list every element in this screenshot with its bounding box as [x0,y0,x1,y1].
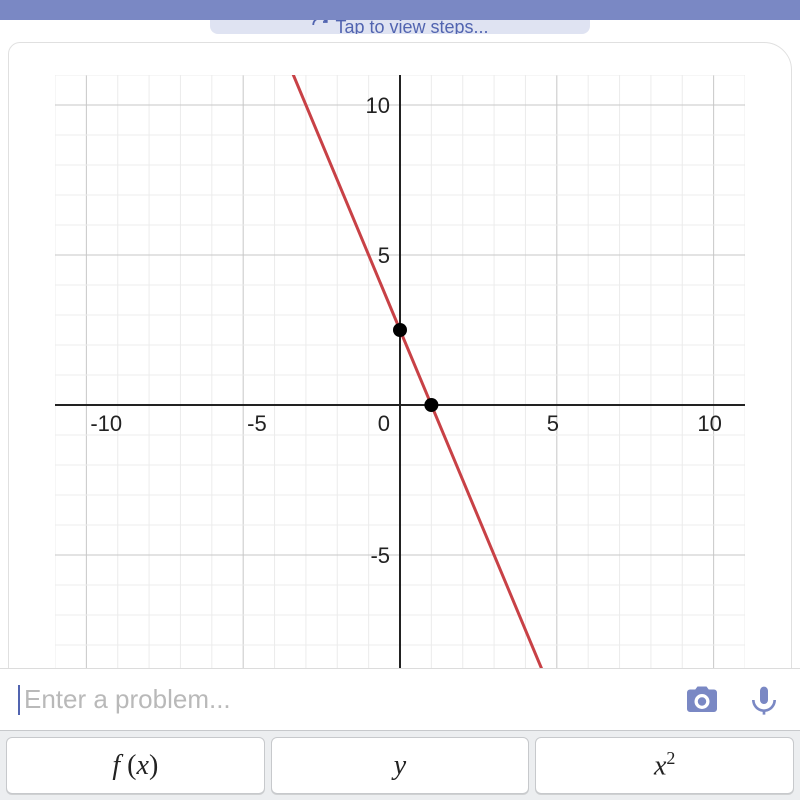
svg-text:10: 10 [697,411,721,436]
svg-text:5: 5 [547,411,559,436]
camera-icon[interactable] [684,682,720,718]
math-keyboard: f (x) y x2 [0,730,800,800]
key-x-squared[interactable]: x2 [535,737,794,794]
graph-card: -10 -5 0 5 10 -5 5 10 [8,42,792,682]
graph-plot[interactable]: -10 -5 0 5 10 -5 5 10 [55,75,745,675]
problem-input[interactable] [24,684,684,715]
text-cursor [18,685,20,715]
svg-text:0: 0 [378,411,390,436]
mic-icon[interactable] [746,682,782,718]
svg-text:-10: -10 [90,411,122,436]
svg-text:5: 5 [378,243,390,268]
key-y[interactable]: y [271,737,530,794]
tap-steps-bubble[interactable]: Tap to view steps... [210,20,590,34]
refresh-icon [311,20,329,34]
key-fx[interactable]: f (x) [6,737,265,794]
tap-steps-label: Tap to view steps... [335,20,488,34]
svg-text:-5: -5 [247,411,267,436]
svg-text:10: 10 [366,93,390,118]
input-bar [0,668,800,730]
header-bar [0,0,800,20]
svg-text:-5: -5 [370,543,390,568]
